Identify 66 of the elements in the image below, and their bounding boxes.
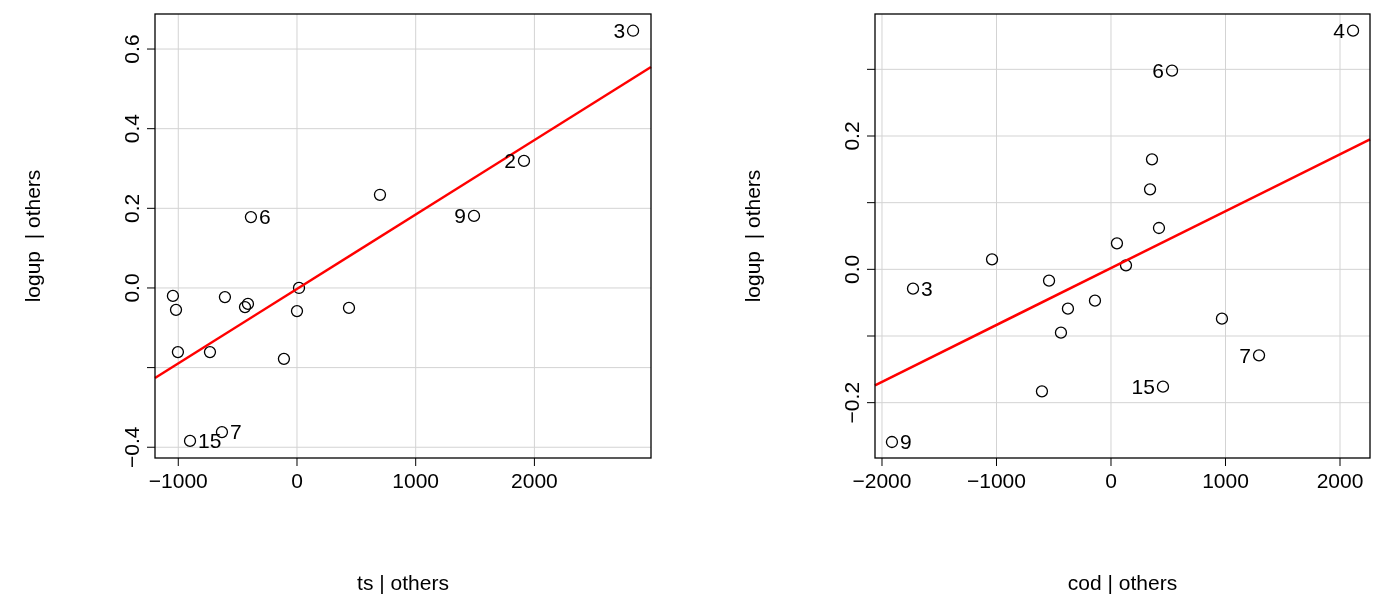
x-tick-label: −2000 (852, 469, 912, 492)
point (171, 345, 185, 359)
y-tick-label: −0.2 (840, 381, 863, 424)
point (1346, 24, 1360, 37)
y-tick-label: 0.0 (120, 273, 143, 303)
y-tick-label: −0.4 (120, 426, 143, 468)
annotation: 3 (613, 19, 626, 43)
y-tick-label: 0.4 (120, 113, 143, 144)
point (1145, 153, 1159, 166)
point (292, 281, 306, 295)
point (906, 282, 920, 295)
y-axis-title: logup | others (21, 169, 44, 303)
x-tick-label: 0 (291, 469, 303, 492)
point (1088, 294, 1102, 307)
y-tick-label: 0.6 (120, 34, 143, 64)
point (1054, 326, 1068, 339)
x-tick-label: 0 (1105, 469, 1117, 492)
annotation: 7 (1239, 343, 1252, 367)
annotation: 9 (899, 430, 912, 454)
x-tick-label: −1000 (967, 469, 1026, 492)
point (1165, 64, 1179, 77)
point (885, 435, 899, 449)
annotation: 2 (504, 149, 516, 173)
point (203, 345, 217, 359)
point (277, 352, 291, 365)
point (244, 210, 258, 224)
x-tick-label: −1000 (148, 469, 208, 492)
point (166, 289, 180, 303)
point (1042, 274, 1056, 287)
point (517, 154, 531, 168)
point (290, 304, 304, 318)
x-axis-title: ts | others (357, 571, 449, 594)
annotation: 3 (921, 277, 933, 301)
y-tick-label: 0.2 (120, 193, 143, 223)
point (1035, 385, 1049, 398)
y-tick-label: 0.0 (840, 254, 863, 284)
point (1152, 221, 1166, 235)
x-tick-label: 1000 (392, 469, 440, 492)
x-axis-title: cod | others (1067, 571, 1178, 594)
annotation: 6 (1152, 59, 1165, 83)
annotation: 15 (198, 429, 222, 453)
point (169, 303, 183, 317)
annotation: 7 (229, 420, 242, 444)
x-tick-label: 2000 (1316, 469, 1364, 492)
point (1119, 259, 1133, 272)
y-axis-title: logup | others (741, 169, 764, 303)
point (218, 290, 232, 304)
point (985, 253, 999, 266)
annotation: 15 (1131, 375, 1155, 399)
x-tick-label: 1000 (1202, 469, 1249, 492)
point (1215, 312, 1229, 325)
point (342, 301, 356, 315)
point (1061, 302, 1075, 315)
point (1110, 237, 1124, 250)
point (183, 434, 197, 448)
point (1143, 183, 1157, 196)
point (1156, 380, 1170, 393)
annotation: 4 (1333, 19, 1346, 43)
point (467, 209, 481, 223)
y-tick-label: 0.2 (840, 121, 863, 151)
x-tick-label: 2000 (511, 469, 558, 492)
annotation: 9 (454, 204, 466, 228)
point (373, 188, 387, 201)
point (1252, 349, 1266, 362)
point (626, 24, 640, 37)
annotation: 6 (258, 205, 271, 229)
